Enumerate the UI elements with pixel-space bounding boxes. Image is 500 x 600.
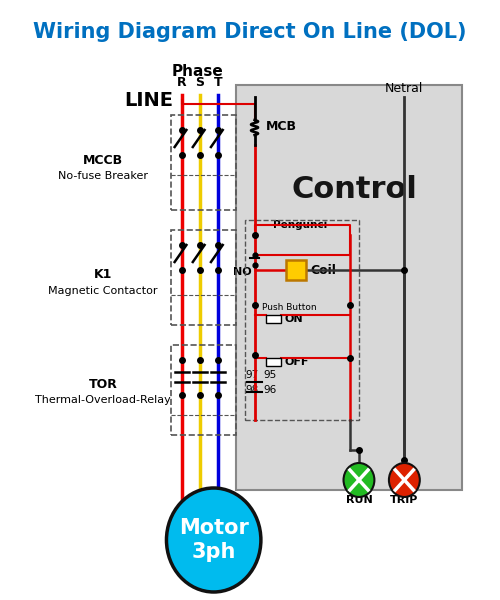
Text: 95: 95	[264, 370, 276, 380]
FancyBboxPatch shape	[266, 358, 281, 366]
Text: LINE: LINE	[124, 91, 173, 109]
Text: K1: K1	[94, 269, 112, 281]
Text: NO: NO	[233, 267, 252, 277]
Text: Magnetic Contactor: Magnetic Contactor	[48, 286, 158, 296]
Text: Motor
3ph: Motor 3ph	[178, 518, 248, 562]
Text: Push Button: Push Button	[262, 302, 316, 311]
Circle shape	[166, 488, 261, 592]
Text: ON: ON	[284, 314, 303, 324]
Text: TOR: TOR	[88, 379, 118, 391]
Text: S: S	[196, 76, 204, 89]
Text: Thermal-Overload-Relay: Thermal-Overload-Relay	[35, 395, 171, 405]
Text: TRIP: TRIP	[390, 495, 418, 505]
Circle shape	[344, 463, 374, 497]
FancyBboxPatch shape	[286, 260, 306, 280]
Text: Pengunci: Pengunci	[272, 220, 327, 230]
Text: Phase: Phase	[172, 64, 223, 79]
Text: MCB: MCB	[266, 121, 296, 133]
Text: No-fuse Breaker: No-fuse Breaker	[58, 171, 148, 181]
Text: Control: Control	[292, 175, 418, 205]
Text: RUN: RUN	[346, 495, 372, 505]
Text: Coil: Coil	[311, 263, 336, 277]
Circle shape	[389, 463, 420, 497]
Text: Netral: Netral	[385, 82, 424, 94]
Text: 96: 96	[264, 385, 276, 395]
FancyBboxPatch shape	[266, 315, 281, 323]
Text: OFF: OFF	[284, 357, 309, 367]
FancyBboxPatch shape	[236, 85, 462, 490]
Text: R: R	[177, 76, 186, 89]
Text: T: T	[214, 76, 222, 89]
Text: Wiring Diagram Direct On Line (DOL): Wiring Diagram Direct On Line (DOL)	[33, 22, 467, 42]
Text: 97: 97	[245, 370, 258, 380]
Text: MCCB: MCCB	[83, 154, 123, 166]
Text: 98: 98	[245, 385, 258, 395]
